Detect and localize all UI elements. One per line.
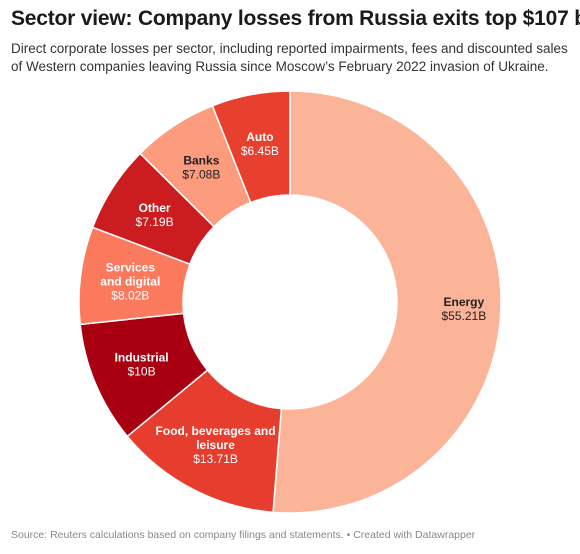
slice-label-industrial: Industrial (115, 350, 169, 364)
slice-value-services-and-digital: $8.02B (111, 289, 149, 303)
slice-label-services-and-digital: and digital (100, 275, 160, 289)
slice-label-auto: Auto (246, 130, 273, 144)
source-footer: Source: Reuters calculations based on co… (11, 529, 476, 541)
slice-label-energy: Energy (444, 295, 485, 309)
slice-auto (211, 90, 291, 204)
slice-label-food-beverages-and-leisure: leisure (196, 438, 235, 452)
slice-value-other: $7.19B (136, 215, 174, 229)
slice-energy (272, 90, 502, 514)
slice-value-energy: $55.21B (441, 309, 486, 323)
slice-value-food-beverages-and-leisure: $13.71B (193, 452, 238, 466)
chart-title: Sector view: Company losses from Russia … (11, 7, 580, 30)
slice-value-banks: $7.08B (182, 168, 220, 182)
slice-value-auto: $6.45B (241, 144, 279, 158)
chart-subtitle: Direct corporate losses per sector, incl… (11, 41, 568, 74)
slice-label-food-beverages-and-leisure: Food, beverages and (156, 424, 276, 438)
slice-label-services-and-digital: Services (106, 261, 156, 275)
slice-value-industrial: $10B (128, 364, 156, 378)
slice-label-other: Other (139, 201, 171, 215)
slice-label-banks: Banks (183, 154, 219, 168)
